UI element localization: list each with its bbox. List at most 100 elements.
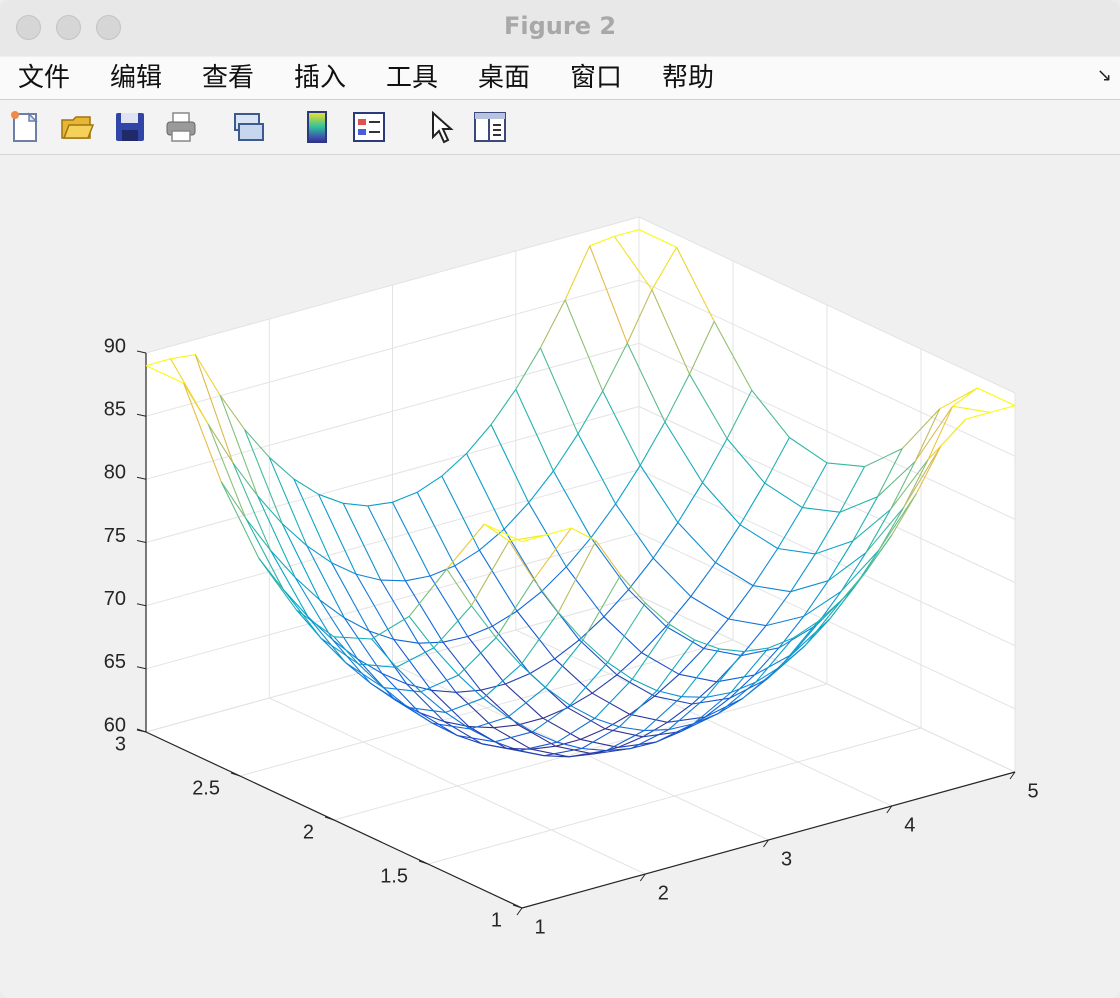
mesh-segment xyxy=(638,229,677,248)
mesh-segment xyxy=(533,579,559,613)
menu-file[interactable]: 文件 xyxy=(18,63,71,93)
close-window-button[interactable] xyxy=(16,15,41,40)
mesh-segment xyxy=(753,585,791,593)
mesh-segment xyxy=(615,503,654,559)
mesh-segment xyxy=(804,598,843,647)
mesh-segment xyxy=(681,648,720,698)
mesh-segment xyxy=(319,599,345,619)
mesh-segment xyxy=(965,411,991,420)
z-tick-label: 65 xyxy=(104,651,126,673)
mesh-segment xyxy=(357,658,383,674)
mesh-segment xyxy=(408,616,435,649)
mesh-segment xyxy=(665,626,705,649)
mesh-segment xyxy=(602,342,628,392)
mesh-segment xyxy=(890,459,929,510)
mesh-segment xyxy=(467,636,506,685)
x-tick-label: 2 xyxy=(658,882,669,904)
menu-desktop[interactable]: 桌面 xyxy=(478,63,531,93)
link-icon[interactable] xyxy=(232,110,266,144)
print-icon[interactable] xyxy=(164,110,198,144)
mesh-segment xyxy=(777,547,816,555)
mesh-segment xyxy=(717,681,756,715)
legend-icon[interactable] xyxy=(352,110,386,144)
mesh-segment xyxy=(358,663,384,688)
mesh-segment xyxy=(740,625,767,656)
mesh-segment xyxy=(419,712,445,723)
mesh-segment xyxy=(367,501,393,507)
mesh-segment xyxy=(582,574,622,641)
mesh-segment xyxy=(552,433,579,472)
mesh-segment xyxy=(396,647,435,668)
mesh-segment xyxy=(257,495,296,578)
mesh-segment xyxy=(704,697,731,718)
mesh-segment xyxy=(865,509,891,553)
mesh-segment xyxy=(730,647,769,693)
pointer-icon[interactable] xyxy=(424,110,458,144)
z-tick-label: 90 xyxy=(104,335,126,357)
mesh-segment xyxy=(319,599,358,660)
mesh-segment xyxy=(406,683,445,722)
mesh-segment xyxy=(466,453,505,530)
menu-view[interactable]: 查看 xyxy=(202,63,255,93)
mesh-segment xyxy=(493,727,532,750)
mesh-segment xyxy=(667,703,693,723)
mesh-segment xyxy=(332,639,371,684)
mesh-segment xyxy=(790,553,816,593)
mesh-segment xyxy=(455,689,481,693)
mesh-segment xyxy=(719,648,744,653)
x-tick-mark xyxy=(886,805,893,814)
mesh-segment xyxy=(617,736,644,748)
mesh-segment xyxy=(433,647,459,676)
mesh-segment xyxy=(814,511,841,555)
mesh-segment xyxy=(567,707,606,730)
mesh-segment xyxy=(669,624,695,641)
mesh-segment xyxy=(726,438,766,484)
surface-mesh[interactable] xyxy=(145,229,1016,758)
menu-edit[interactable]: 编辑 xyxy=(110,63,163,93)
new-figure-icon[interactable] xyxy=(9,110,43,144)
x-tick-mark xyxy=(516,907,523,916)
mesh-segment xyxy=(901,408,941,449)
mesh-segment xyxy=(296,609,335,638)
mesh-segment xyxy=(482,697,509,718)
mesh-segment xyxy=(715,562,754,587)
menu-help[interactable]: 帮助 xyxy=(662,63,715,93)
dock-arrow-icon[interactable]: ↘ xyxy=(1096,65,1112,86)
mesh-segment xyxy=(594,678,633,719)
menu-insert[interactable]: 插入 xyxy=(294,63,347,93)
mesh-segment xyxy=(520,612,559,666)
mesh-segment xyxy=(458,637,497,676)
menu-tools[interactable]: 工具 xyxy=(386,63,439,93)
minimize-window-button[interactable] xyxy=(56,15,81,40)
mesh-segment xyxy=(244,429,270,458)
x-tick-mark xyxy=(1009,771,1016,780)
grid-line-back-z xyxy=(145,469,640,607)
mesh-segment xyxy=(470,540,510,606)
mesh-segment xyxy=(632,678,658,692)
mesh-segment xyxy=(594,717,620,728)
mesh-segment xyxy=(519,741,558,752)
grid-line-back-z xyxy=(145,279,640,417)
mesh-segment xyxy=(866,534,893,571)
mesh-segment xyxy=(690,562,716,597)
mesh-segment xyxy=(840,549,880,592)
mesh-segment xyxy=(952,405,991,413)
mesh-segment xyxy=(703,647,742,657)
z-tick-mark xyxy=(136,413,147,417)
mesh-segment xyxy=(331,562,357,575)
zoom-window-button[interactable] xyxy=(96,15,121,40)
colorbar-icon[interactable] xyxy=(300,110,334,144)
z-tick-mark xyxy=(136,350,147,354)
property-editor-icon[interactable] xyxy=(473,110,507,144)
save-icon[interactable] xyxy=(113,110,147,144)
mesh-segment xyxy=(381,672,407,685)
z-tick-mark xyxy=(136,729,147,733)
mesh-segment xyxy=(295,609,322,639)
mesh-segment xyxy=(407,706,446,713)
open-file-icon[interactable] xyxy=(60,110,94,144)
mesh-segment xyxy=(839,466,866,513)
mesh-segment xyxy=(420,691,446,713)
menu-window[interactable]: 窗口 xyxy=(570,63,623,93)
